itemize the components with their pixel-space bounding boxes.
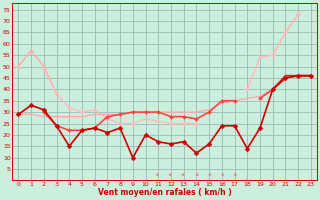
X-axis label: Vent moyen/en rafales ( km/h ): Vent moyen/en rafales ( km/h ) (98, 188, 231, 197)
